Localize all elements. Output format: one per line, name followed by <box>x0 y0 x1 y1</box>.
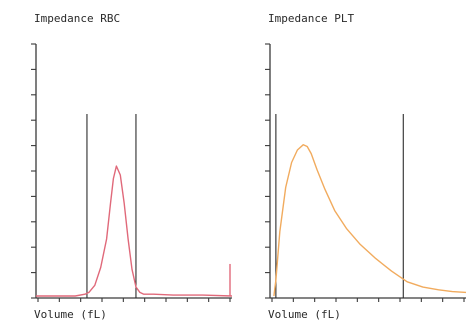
plt-distribution-curve <box>273 144 467 297</box>
plt-title: Impedance PLT <box>268 12 354 25</box>
rbc-distribution-curve <box>36 165 233 297</box>
plt-x-label: Volume (fL) <box>268 308 341 321</box>
rbc-histogram: Impedance RBC Volume (fL) <box>31 12 233 321</box>
plt-histogram: Impedance PLT Volume (fL) <box>265 12 467 321</box>
rbc-title: Impedance RBC <box>34 12 120 25</box>
rbc-x-label: Volume (fL) <box>34 308 107 321</box>
